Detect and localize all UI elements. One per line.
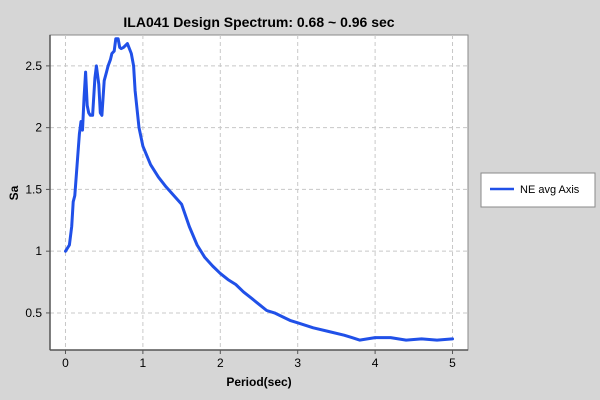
x-tick-label: 4	[372, 356, 379, 370]
legend-label-ne-avg-axis: NE avg Axis	[520, 184, 580, 196]
x-tick-label: 5	[449, 356, 456, 370]
series-line-ne-avg-axis	[64, 37, 454, 342]
series-layer	[64, 37, 454, 342]
y-tick-label: 1	[35, 244, 42, 258]
y-tick-label: 2	[35, 121, 42, 135]
axes	[49, 35, 468, 351]
x-tick-label: 2	[217, 356, 224, 370]
x-tick-label: 3	[294, 356, 301, 370]
x-tick-label: 0	[62, 356, 69, 370]
chart-title: ILA041 Design Spectrum: 0.68 ~ 0.96 sec	[123, 14, 394, 30]
x-tick-label: 1	[140, 356, 147, 370]
y-tick-label: 2.5	[25, 59, 42, 73]
y-tick-label: 1.5	[25, 182, 42, 196]
y-axis-label: Sa	[7, 185, 21, 200]
plot-background	[49, 34, 469, 351]
ticks: 0 1 2 3 4 5 0.5 1 1.5 2 2.5	[25, 59, 456, 370]
grid	[50, 35, 468, 350]
y-tick-label: 0.5	[25, 306, 42, 320]
legend: NE avg Axis	[480, 172, 596, 208]
x-axis-label: Period(sec)	[226, 375, 291, 389]
